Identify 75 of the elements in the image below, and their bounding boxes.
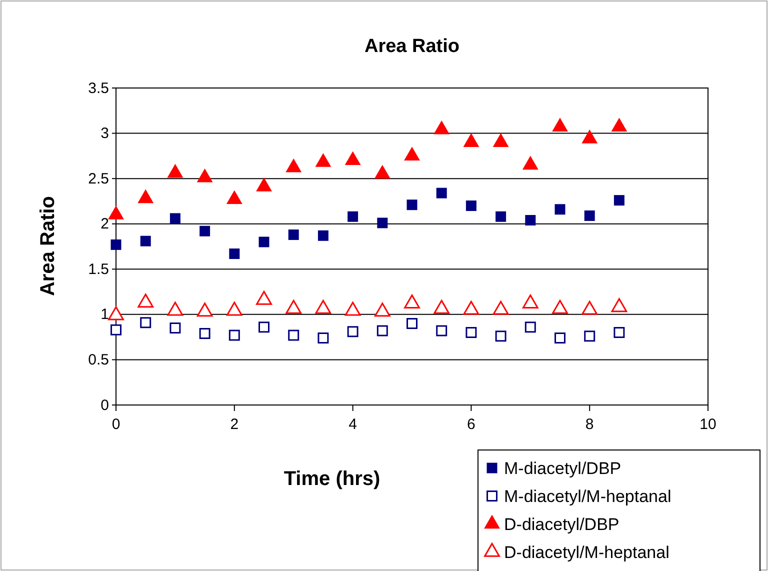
point [582, 130, 598, 144]
point [374, 164, 390, 179]
x-tick-label: 4 [348, 416, 357, 433]
point [377, 218, 388, 228]
y-tick-label: 2.5 [88, 170, 109, 188]
point [584, 210, 595, 221]
point [406, 318, 418, 329]
x-tick-label: 2 [230, 416, 239, 433]
point [170, 213, 180, 224]
point [584, 330, 596, 342]
point [140, 317, 152, 328]
point [522, 156, 538, 170]
point [200, 226, 210, 236]
point [404, 146, 420, 161]
point [140, 236, 151, 246]
point [466, 327, 477, 338]
point [348, 211, 358, 222]
y-tick-label: 1.5 [88, 260, 109, 278]
y-tick-label: 0.5 [88, 352, 109, 369]
legend-label: M-diacetyl/DBP [504, 459, 622, 478]
point [196, 168, 213, 182]
point [525, 214, 536, 226]
point [614, 327, 625, 338]
y-tick-label: 1 [100, 306, 109, 324]
point [318, 332, 329, 344]
point [286, 158, 302, 172]
point [496, 211, 506, 222]
point [376, 325, 388, 336]
point [226, 190, 242, 204]
point [495, 330, 506, 342]
point [406, 200, 418, 210]
point [344, 151, 361, 166]
point [466, 200, 476, 211]
legend-label: M-diacetyl/M-heptanal [504, 487, 672, 506]
point [258, 236, 270, 248]
y-axis-title: Area Ratio [37, 196, 59, 296]
point [463, 133, 480, 147]
point [554, 332, 566, 344]
point [436, 325, 448, 336]
point [554, 204, 566, 215]
point [170, 322, 181, 334]
y-tick-label: 0 [100, 396, 109, 414]
x-tick-label: 0 [112, 416, 120, 433]
point [228, 330, 240, 341]
x-tick-label: 10 [700, 416, 716, 433]
point [288, 330, 300, 341]
point [167, 164, 184, 178]
point [552, 118, 568, 132]
x-tick-label: 6 [467, 416, 476, 433]
point [110, 324, 122, 336]
legend-label: D-diacetyl/M-heptanal [504, 543, 670, 562]
point [110, 239, 122, 250]
point [315, 153, 332, 167]
point [614, 195, 624, 206]
x-tick-label: 8 [585, 416, 594, 433]
y-tick-label: 3 [100, 125, 109, 142]
point [436, 188, 447, 198]
point [229, 248, 240, 259]
point [492, 133, 509, 147]
x-axis-title: Time (hrs) [284, 468, 380, 490]
point [318, 230, 328, 241]
point [256, 178, 272, 192]
point [199, 328, 210, 339]
point [434, 120, 450, 134]
point [138, 189, 154, 204]
y-tick-label: 3.5 [88, 80, 109, 97]
point [524, 322, 536, 333]
point [108, 206, 124, 220]
point [347, 326, 358, 338]
point [258, 322, 270, 333]
legend-label: D-diacetyl/DBP [504, 515, 620, 534]
y-tick-label: 2 [100, 216, 109, 233]
point [611, 118, 628, 132]
point [288, 229, 299, 240]
chart-title: Area Ratio [364, 36, 460, 57]
